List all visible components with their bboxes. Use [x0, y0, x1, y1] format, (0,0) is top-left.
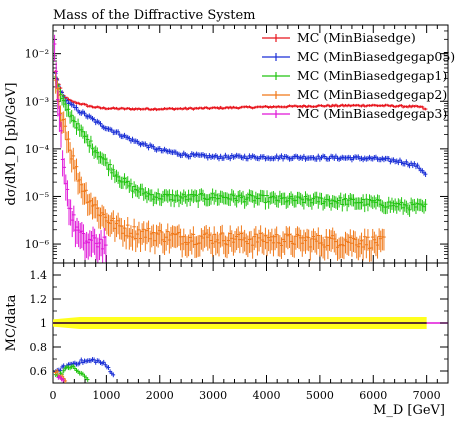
y-tick-label: 1.2 — [30, 293, 48, 306]
main-panel: 10⁻² 10⁻³ 10⁻⁴ 10⁻⁵ 10⁻⁶ dσ/dM_D [pb/GeV] MC… — [4, 24, 455, 264]
legend-label: MC (MinBiasedge) — [297, 30, 416, 45]
y-tick-label: 10⁻⁶ — [25, 238, 50, 251]
ratio-y-axis: 0.6 0.8 1 1.2 1.4 — [30, 262, 448, 384]
series-3 — [53, 71, 428, 217]
x-tick-label: 2000 — [146, 389, 174, 402]
x-tick-label: 6000 — [359, 389, 387, 402]
ratio-panel: 0.6 0.8 1 1.2 1.4 0 1000 2000 3000 4000 5000 6000 7… — [4, 262, 449, 418]
main-series-group — [52, 34, 428, 263]
legend-label: MC (MinBiasedgegap3) — [297, 106, 447, 121]
ratio-y-axis-label: MC/data — [4, 294, 19, 351]
ratio-uncertainty-band — [53, 317, 448, 329]
legend-label: MC (MinBiasedgegap05) — [297, 49, 455, 64]
y-tick-label: 1 — [40, 317, 47, 330]
y-tick-label: 10⁻⁴ — [25, 143, 50, 156]
y-tick-label: 10⁻² — [25, 48, 49, 61]
legend-label: MC (MinBiasedgegap1) — [297, 68, 447, 83]
y-tick-label: 0.6 — [30, 365, 48, 378]
legend-item: MC (MinBiasedgegap1) — [262, 68, 447, 83]
ratio-series-group — [53, 357, 116, 383]
chart-title: Mass of the Diffractive System — [53, 8, 256, 23]
ratio-series-4 — [56, 374, 65, 383]
x-axis-label: M_D [GeV] — [373, 403, 445, 418]
series-2 — [53, 70, 428, 177]
x-tick-label: 4000 — [253, 389, 281, 402]
x-tick-label: 0 — [50, 389, 57, 402]
legend-label: MC (MinBiasedgegap2) — [297, 87, 447, 102]
y-tick-label: 10⁻⁵ — [25, 190, 49, 203]
y-tick-label: 0.8 — [30, 341, 48, 354]
x-tick-label: 1000 — [92, 389, 120, 402]
y-tick-label: 10⁻³ — [25, 95, 49, 108]
legend-item: MC (MinBiasedgegap05) — [262, 49, 455, 64]
main-x-axis-ticks — [52, 25, 449, 263]
legend-item: MC (MinBiasedgegap2) — [262, 87, 447, 102]
legend-item: MC (MinBiasedgegap3) — [262, 106, 447, 121]
main-y-axis-label: dσ/dM_D [pb/GeV] — [4, 83, 19, 206]
x-axis: 0 1000 2000 3000 4000 5000 6000 7000 — [50, 263, 449, 402]
x-tick-label: 3000 — [199, 389, 227, 402]
x-tick-label: 7000 — [413, 389, 441, 402]
legend-item: MC (MinBiasedge) — [262, 30, 416, 45]
series-5 — [52, 34, 108, 263]
legend: MC (MinBiasedge) MC (MinBiasedgegap05) MC … — [262, 30, 455, 121]
series-1 — [53, 70, 428, 112]
y-tick-label: 1.4 — [30, 269, 48, 282]
x-tick-label: 5000 — [306, 389, 334, 402]
main-y-axis: 10⁻² 10⁻³ 10⁻⁴ 10⁻⁵ 10⁻⁶ — [25, 24, 448, 264]
series-4 — [53, 72, 386, 262]
